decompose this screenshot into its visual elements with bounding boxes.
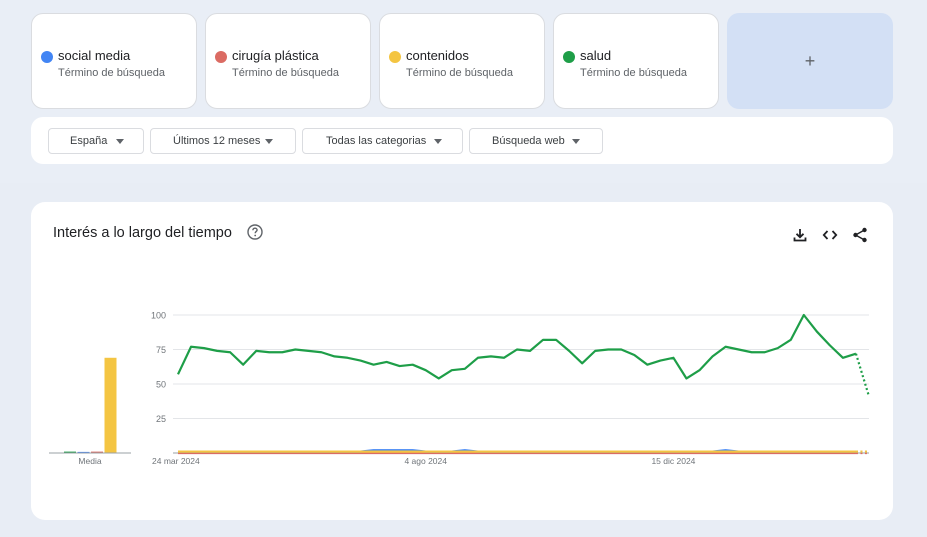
series-color-dot	[563, 51, 575, 63]
caret-down-icon	[434, 139, 442, 144]
line-chart: Media 100 75 50 25 24 mar 2024 4 ago 2024 15 …	[49, 311, 871, 466]
term-card-social-media[interactable]: social media Término de búsqueda	[31, 13, 197, 109]
chart-grid: 100 75 50 25	[151, 311, 869, 454]
filter-bar: España Últimos 12 meses Todas las catego…	[31, 117, 893, 164]
y-tick-label: 75	[156, 345, 166, 355]
series-color-dot	[215, 51, 227, 63]
term-name: salud	[580, 48, 612, 63]
region-select-label: España	[70, 135, 108, 147]
series-partial-0	[854, 353, 871, 397]
series-line-0	[177, 313, 857, 380]
caret-down-icon	[572, 139, 580, 144]
panel-title: Interés a lo largo del tiempo	[53, 225, 232, 241]
average-bar-2	[91, 451, 103, 453]
average-bar-0	[64, 451, 76, 453]
average-bar-3	[104, 357, 117, 453]
plus-icon: +	[804, 51, 816, 71]
caret-down-icon	[116, 139, 124, 144]
term-name: contenidos	[406, 48, 469, 63]
search-type-select-label: Búsqueda web	[492, 135, 565, 147]
region-select[interactable]: España	[48, 128, 144, 154]
category-select-label: Todas las categorias	[326, 135, 427, 147]
term-card-contenidos[interactable]: contenidos Término de búsqueda	[379, 13, 545, 109]
period-select-label: Últimos 12 meses	[173, 135, 261, 147]
category-select[interactable]: Todas las categorias	[302, 128, 463, 154]
x-tick-label: 15 dic 2024	[651, 456, 695, 466]
term-type: Término de búsqueda	[580, 67, 688, 79]
x-tick-label: 4 ago 2024	[404, 456, 447, 466]
x-tick-label: 24 mar 2024	[152, 456, 200, 466]
average-bars: Media	[49, 357, 131, 466]
chart-series	[177, 313, 871, 455]
term-card-cirugia-plastica[interactable]: cirugía plástica Término de búsqueda	[205, 13, 371, 109]
embed-code-icon[interactable]	[821, 226, 839, 244]
term-card-salud[interactable]: salud Término de búsqueda	[553, 13, 719, 109]
term-name: social media	[58, 48, 131, 63]
term-type: Término de búsqueda	[58, 67, 166, 79]
series-color-dot	[41, 51, 53, 63]
interest-over-time-panel: Interés a lo largo del tiempo Media 100 7…	[31, 202, 893, 520]
series-color-dot	[389, 51, 401, 63]
download-icon[interactable]	[791, 226, 809, 244]
y-tick-label: 50	[156, 380, 166, 390]
term-type: Término de búsqueda	[232, 67, 340, 79]
y-tick-label: 100	[151, 311, 166, 321]
add-term-button[interactable]: +	[727, 13, 893, 109]
average-bar-1	[77, 451, 90, 453]
share-icon[interactable]	[851, 226, 869, 244]
x-axis-labels: 24 mar 2024 4 ago 2024 15 dic 2024	[152, 456, 696, 466]
caret-down-icon	[265, 139, 273, 144]
search-type-select[interactable]: Búsqueda web	[469, 128, 603, 154]
y-tick-label: 25	[156, 414, 166, 424]
average-label: Media	[78, 456, 101, 466]
period-select[interactable]: Últimos 12 meses	[150, 128, 296, 154]
term-name: cirugía plástica	[232, 48, 319, 63]
term-type: Término de búsqueda	[406, 67, 514, 79]
help-circle-icon[interactable]	[247, 224, 263, 240]
